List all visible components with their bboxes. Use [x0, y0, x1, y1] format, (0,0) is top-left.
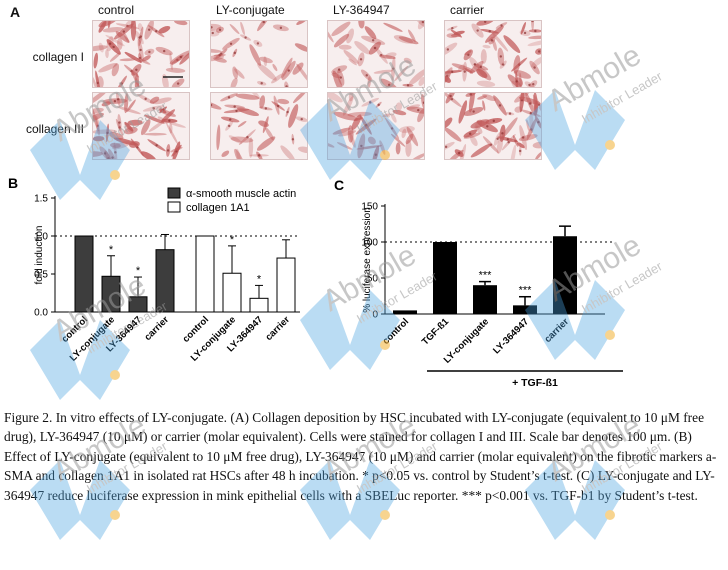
category-label-3: LY-364947 [491, 316, 531, 356]
category-label-0: control [381, 316, 412, 347]
y-tick-label-3: 1.5 [34, 194, 48, 205]
bar-1-1 [222, 272, 242, 313]
legend-swatch-0 [167, 187, 181, 199]
micrograph-0-3 [444, 20, 542, 88]
bar-3 [513, 305, 537, 314]
bar-0-3 [155, 249, 175, 313]
legend-label-1: collagen 1A1 [186, 202, 250, 214]
micrograph-1-3 [444, 92, 542, 160]
bar-1-0 [195, 235, 215, 313]
annotation-2: *** [479, 270, 493, 282]
bar-1-3 [276, 257, 296, 313]
bar-0-0 [74, 235, 94, 313]
figure-caption: Figure 2. In vitro effects of LY-conjuga… [4, 410, 717, 503]
annotation-0-2: * [136, 265, 141, 277]
micrograph-0-0 [92, 20, 190, 88]
panel-letter-c: C [334, 177, 344, 193]
column-label-0: control [98, 3, 135, 17]
bar-4 [553, 236, 577, 314]
svg-text:Abmole: Abmole [542, 50, 647, 118]
column-label-3: carrier [450, 3, 485, 17]
y-axis-label: % luciferase expression [362, 207, 373, 313]
column-label-2: LY-364947 [333, 3, 390, 17]
svg-text:Inhibitor Leader: Inhibitor Leader [579, 68, 665, 126]
bar-0-2 [128, 296, 148, 313]
annotation-1-2: * [257, 273, 262, 285]
panel-letter-b: B [8, 175, 18, 191]
micrograph-1-0 [92, 92, 190, 160]
micrograph-0-1 [210, 20, 308, 88]
y-axis-label: fold induction [34, 226, 45, 285]
micrograph-1-2 [327, 92, 425, 160]
legend-swatch-1 [167, 201, 181, 213]
bar-0 [393, 310, 417, 314]
annotation-1-1: * [230, 234, 235, 246]
panel-letter-a: A [10, 4, 21, 20]
bar-1-2 [249, 297, 269, 313]
y-tick-label-1: 50 [367, 274, 379, 285]
category-label-1: TGF-ß1 [420, 316, 452, 348]
category-label-0-3: carrier [142, 314, 171, 343]
y-tick-label-2: 1.0 [34, 232, 48, 243]
category-label-4: carrier [542, 316, 571, 345]
bar-2 [473, 285, 497, 314]
y-tick-label-0: 0.0 [34, 308, 48, 319]
chart-c: C 0 50 100 150% luciferase expression control… [334, 177, 623, 389]
annotation-3: *** [519, 285, 533, 297]
category-label-1-3: carrier [263, 314, 292, 343]
y-tick-label-1: 0.5 [34, 270, 48, 281]
legend-label-0: α-smooth muscle actin [186, 188, 296, 200]
y-tick-label-3: 150 [361, 202, 378, 213]
row-label-1: collagen III [25, 122, 84, 136]
y-tick-label-2: 100 [361, 238, 378, 249]
bar-0-1 [101, 275, 121, 313]
y-tick-label-0: 0 [372, 310, 378, 321]
micrograph-1-1 [210, 92, 308, 160]
bar-1 [433, 242, 457, 314]
group-label: + TGF-ß1 [512, 377, 558, 389]
row-label-0: collagen I [32, 50, 84, 64]
annotation-0-1: * [109, 244, 114, 256]
micrograph-0-2 [327, 20, 425, 88]
column-label-1: LY-conjugate [216, 3, 285, 17]
